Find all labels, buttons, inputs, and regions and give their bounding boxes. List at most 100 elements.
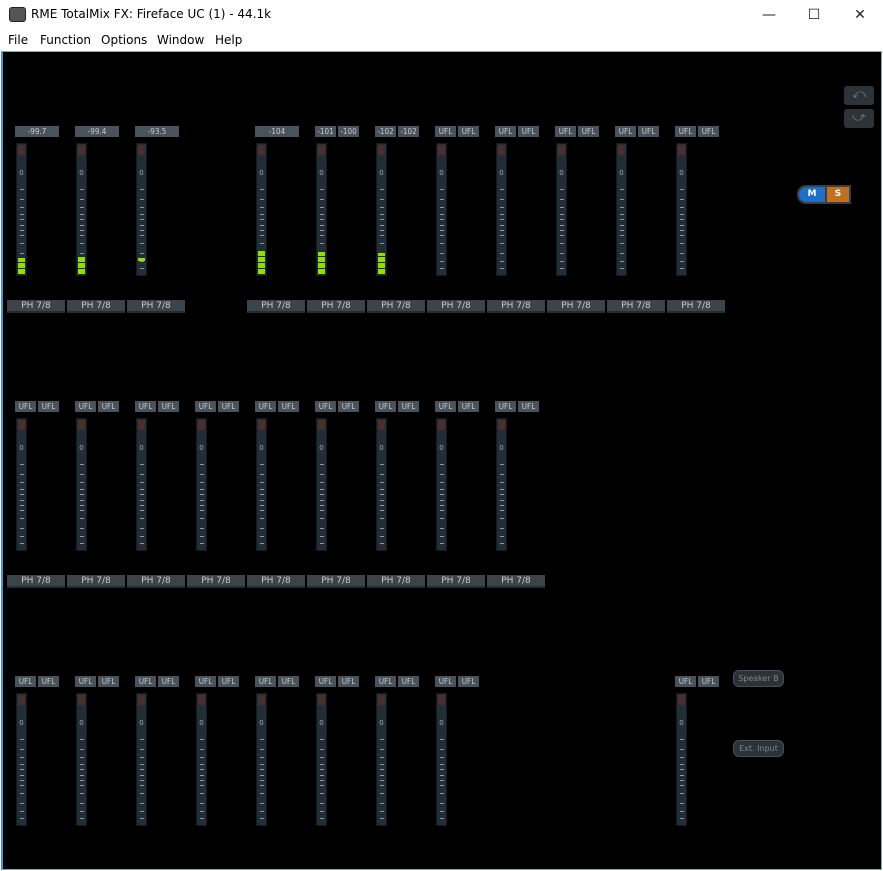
level-readout: UFL bbox=[135, 401, 156, 412]
clip-indicator bbox=[258, 145, 265, 155]
scale-tick bbox=[140, 199, 144, 200]
level-meter: 0 bbox=[16, 418, 27, 551]
scale-tick bbox=[320, 489, 324, 490]
scale-tick bbox=[500, 199, 504, 200]
menu-function[interactable]: Function bbox=[40, 33, 92, 47]
ext-input-button[interactable]: Ext. Input bbox=[733, 740, 784, 757]
scale-tick bbox=[440, 464, 444, 465]
channel-settings-button[interactable]: PH 7/8 bbox=[247, 300, 305, 313]
scale-tick bbox=[500, 207, 504, 208]
channel-settings-button[interactable]: PH 7/8 bbox=[307, 575, 365, 588]
channel-settings-button[interactable]: PH 7/8 bbox=[247, 575, 305, 588]
menu-help[interactable]: Help bbox=[215, 33, 243, 47]
scale-tick bbox=[380, 536, 384, 537]
level-meter: 0 bbox=[196, 693, 207, 826]
level-meter: 0 bbox=[376, 143, 387, 276]
scale-tick bbox=[200, 749, 204, 750]
channel-settings-button[interactable]: PH 7/8 bbox=[607, 300, 665, 313]
scale-tick bbox=[20, 785, 24, 786]
level-meter: 0 bbox=[76, 693, 87, 826]
clip-indicator bbox=[258, 695, 265, 705]
scale-tick bbox=[620, 219, 624, 220]
scale-tick bbox=[260, 235, 264, 236]
level-readout: UFL bbox=[495, 401, 516, 412]
scale-tick bbox=[20, 489, 24, 490]
close-button[interactable]: ✕ bbox=[854, 7, 866, 23]
zero-mark: 0 bbox=[79, 719, 84, 727]
scale-tick bbox=[380, 811, 384, 812]
level-readout: UFL bbox=[98, 676, 119, 687]
scale-tick bbox=[380, 243, 384, 244]
scale-tick bbox=[20, 818, 24, 819]
level-meter: 0 bbox=[16, 693, 27, 826]
scale-tick bbox=[200, 775, 204, 776]
scale-tick bbox=[80, 214, 84, 215]
undo-icon[interactable]: ⤺ bbox=[844, 86, 874, 105]
scale-tick bbox=[140, 230, 144, 231]
channel-settings-button[interactable]: PH 7/8 bbox=[667, 300, 725, 313]
level-readout: UFL bbox=[135, 676, 156, 687]
scale-tick bbox=[500, 489, 504, 490]
channel-settings-button[interactable]: PH 7/8 bbox=[367, 300, 425, 313]
menu-file[interactable]: File bbox=[8, 33, 29, 47]
scale-tick bbox=[260, 230, 264, 231]
redo-icon[interactable]: ⤻ bbox=[844, 109, 874, 128]
scale-tick bbox=[440, 510, 444, 511]
clip-indicator bbox=[378, 145, 385, 155]
level-readout: UFL bbox=[458, 401, 479, 412]
level-meter: 0 bbox=[256, 418, 267, 551]
channel-settings-button[interactable]: PH 7/8 bbox=[487, 575, 545, 588]
channel-settings-button[interactable]: PH 7/8 bbox=[67, 575, 125, 588]
scale-tick bbox=[320, 528, 324, 529]
channel-settings-button[interactable]: PH 7/8 bbox=[427, 300, 485, 313]
channel-settings-button[interactable]: PH 7/8 bbox=[427, 575, 485, 588]
maximize-button[interactable]: ☐ bbox=[807, 7, 821, 23]
level-readout: UFL bbox=[75, 676, 96, 687]
scale-tick bbox=[140, 225, 144, 226]
scale-tick bbox=[260, 749, 264, 750]
channel-settings-button[interactable]: PH 7/8 bbox=[187, 575, 245, 588]
level-readout: UFL bbox=[278, 401, 299, 412]
speaker-b-button[interactable]: Speaker B bbox=[733, 670, 784, 687]
scale-tick bbox=[320, 464, 324, 465]
mute-button[interactable]: M bbox=[799, 187, 825, 202]
scale-tick bbox=[440, 739, 444, 740]
channel-settings-button[interactable]: PH 7/8 bbox=[547, 300, 605, 313]
channel-settings-button[interactable]: PH 7/8 bbox=[127, 300, 185, 313]
level-readout: UFL bbox=[398, 401, 419, 412]
channel-settings-button[interactable]: PH 7/8 bbox=[127, 575, 185, 588]
scale-tick bbox=[80, 219, 84, 220]
channel-settings-button[interactable]: PH 7/8 bbox=[367, 575, 425, 588]
scale-tick bbox=[680, 207, 684, 208]
channel-settings-button[interactable]: PH 7/8 bbox=[7, 300, 65, 313]
scale-tick bbox=[20, 528, 24, 529]
minimize-button[interactable]: — bbox=[762, 7, 776, 23]
level-fill bbox=[258, 250, 265, 274]
scale-tick bbox=[680, 225, 684, 226]
channel-settings-button[interactable]: PH 7/8 bbox=[307, 300, 365, 313]
channel-settings-button[interactable]: PH 7/8 bbox=[487, 300, 545, 313]
scale-tick bbox=[560, 253, 564, 254]
channel-settings-button[interactable]: PH 7/8 bbox=[67, 300, 125, 313]
menu-options[interactable]: Options bbox=[101, 33, 148, 47]
scale-tick bbox=[140, 464, 144, 465]
scale-tick bbox=[200, 793, 204, 794]
level-readout: UFL bbox=[398, 676, 419, 687]
clip-indicator bbox=[438, 145, 445, 155]
scale-tick bbox=[560, 243, 564, 244]
scale-tick bbox=[620, 243, 624, 244]
scale-tick bbox=[20, 474, 24, 475]
scale-tick bbox=[140, 494, 144, 495]
scale-tick bbox=[20, 464, 24, 465]
solo-button[interactable]: S bbox=[827, 187, 849, 202]
level-readout: UFL bbox=[98, 401, 119, 412]
menu-window[interactable]: Window bbox=[157, 33, 205, 47]
level-readout: UFL bbox=[435, 401, 456, 412]
scale-tick bbox=[260, 757, 264, 758]
scale-tick bbox=[320, 543, 324, 544]
scale-tick bbox=[260, 482, 264, 483]
scale-tick bbox=[560, 214, 564, 215]
channel-settings-button[interactable]: PH 7/8 bbox=[7, 575, 65, 588]
scale-tick bbox=[20, 230, 24, 231]
scale-tick bbox=[620, 230, 624, 231]
